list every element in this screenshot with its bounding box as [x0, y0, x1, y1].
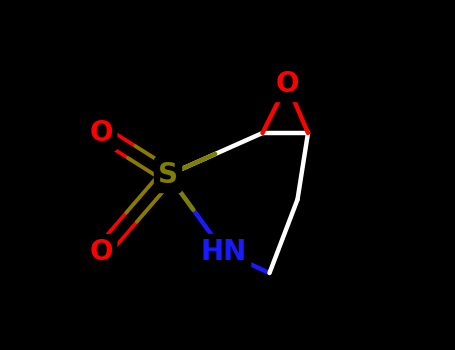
- Text: O: O: [275, 70, 299, 98]
- Text: O: O: [90, 238, 113, 266]
- Text: O: O: [90, 119, 113, 147]
- Text: HN: HN: [201, 238, 247, 266]
- Text: S: S: [158, 161, 178, 189]
